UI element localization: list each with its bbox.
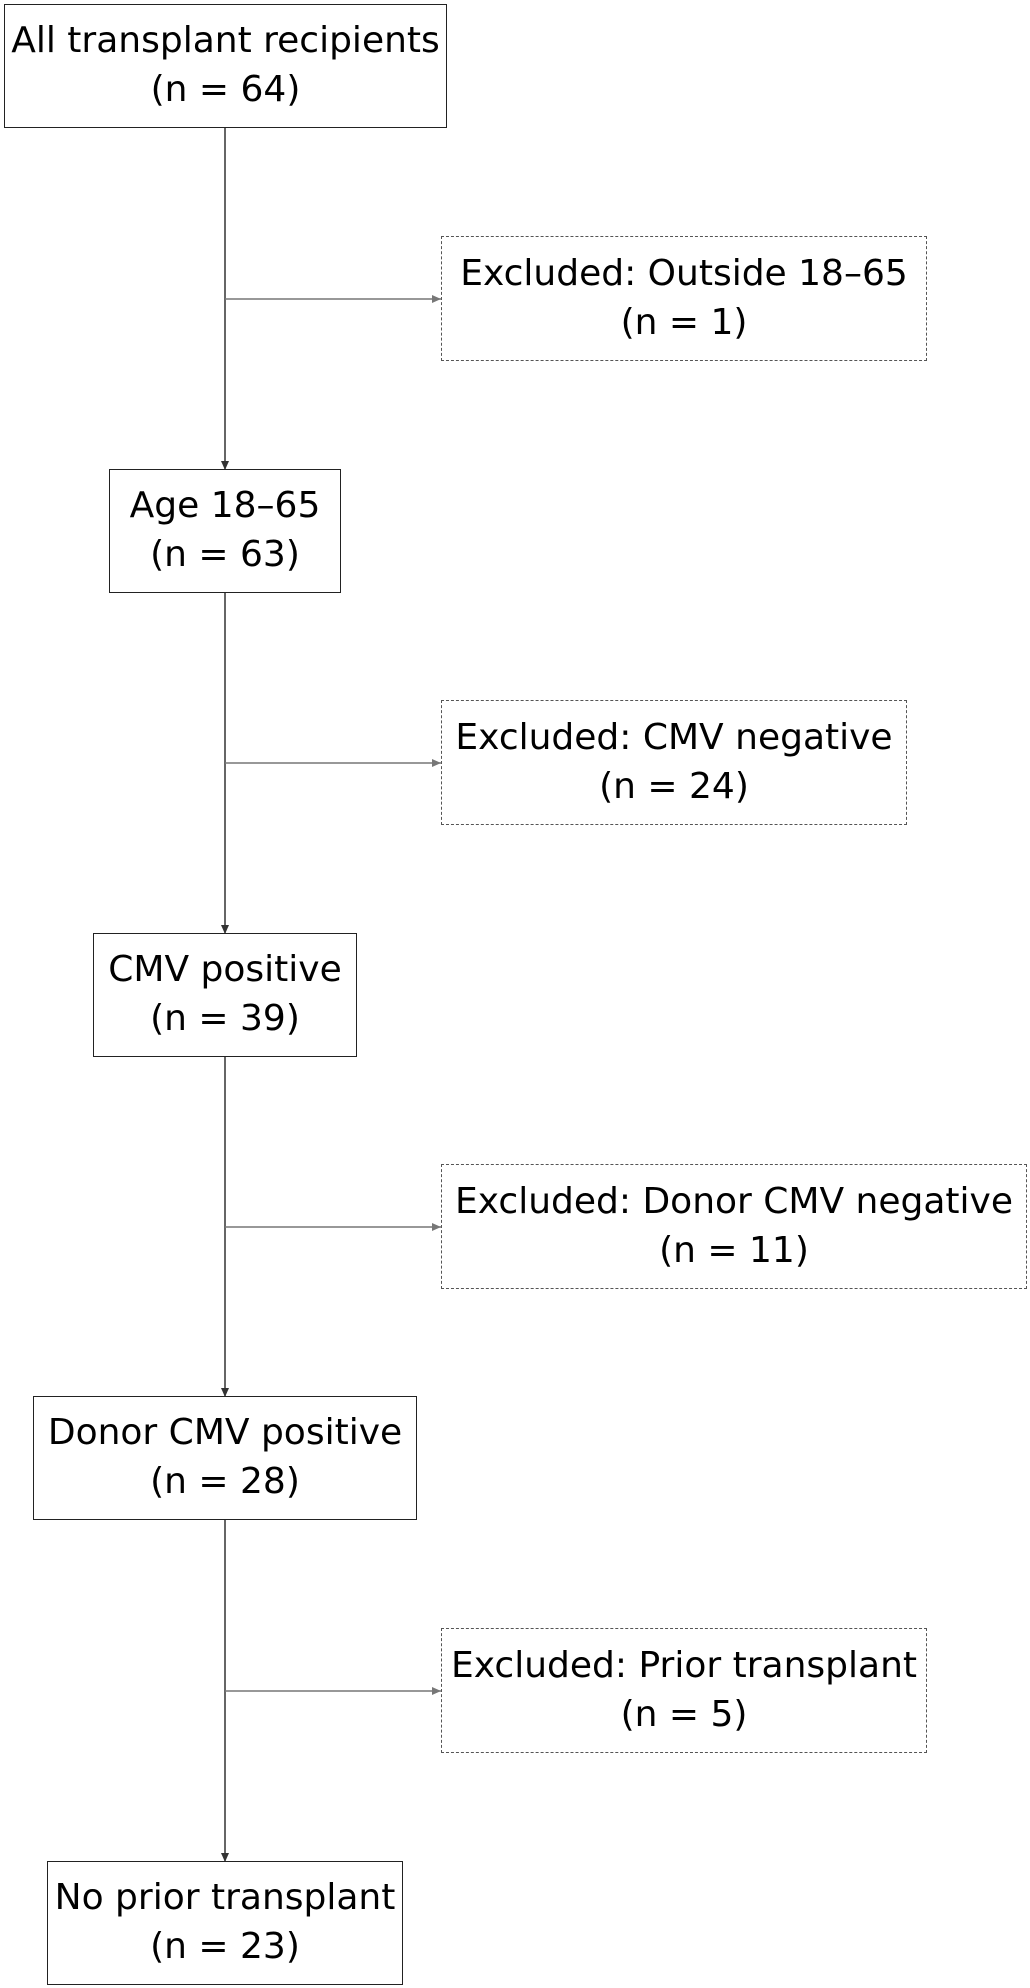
- stage-label: Age 18–65: [129, 485, 321, 527]
- stage-all-recipients: All transplant recipients (n = 64): [4, 4, 447, 128]
- stage-count: (n = 64): [150, 69, 301, 110]
- exclusion-count: (n = 1): [620, 301, 748, 343]
- stage-label: All transplant recipients: [11, 20, 440, 62]
- exclusion-label: Excluded: Prior transplant: [451, 1644, 917, 1686]
- exclusion-count: (n = 24): [599, 765, 749, 807]
- stage-label: No prior transplant: [54, 1877, 396, 1919]
- exclusion-outside-age: Excluded: Outside 18–65 (n = 1): [441, 236, 927, 361]
- stage-label: CMV positive: [108, 949, 342, 991]
- stage-count: (n = 39): [150, 998, 300, 1039]
- exclusion-donor-cmv-negative: Excluded: Donor CMV negative (n = 11): [441, 1164, 1027, 1289]
- stage-count: (n = 63): [150, 534, 300, 575]
- exclusion-label: Excluded: Donor CMV negative: [455, 1180, 1013, 1222]
- stage-donor-cmv-positive: Donor CMV positive (n = 28): [33, 1396, 417, 1520]
- stage-label: Donor CMV positive: [47, 1412, 403, 1454]
- exclusion-label: Excluded: CMV negative: [455, 716, 893, 758]
- stage-no-prior-transplant: No prior transplant (n = 23): [47, 1861, 403, 1985]
- exclusion-cmv-negative: Excluded: CMV negative (n = 24): [441, 700, 907, 825]
- exclusion-label: Excluded: Outside 18–65: [460, 252, 908, 294]
- exclusion-prior-transplant: Excluded: Prior transplant (n = 5): [441, 1628, 927, 1753]
- stage-count: (n = 28): [150, 1461, 300, 1502]
- stage-age-18-65: Age 18–65 (n = 63): [109, 469, 341, 593]
- stage-cmv-positive: CMV positive (n = 39): [93, 933, 357, 1057]
- exclusion-count: (n = 11): [659, 1229, 809, 1271]
- stage-count: (n = 23): [150, 1926, 300, 1967]
- exclusion-count: (n = 5): [620, 1693, 748, 1735]
